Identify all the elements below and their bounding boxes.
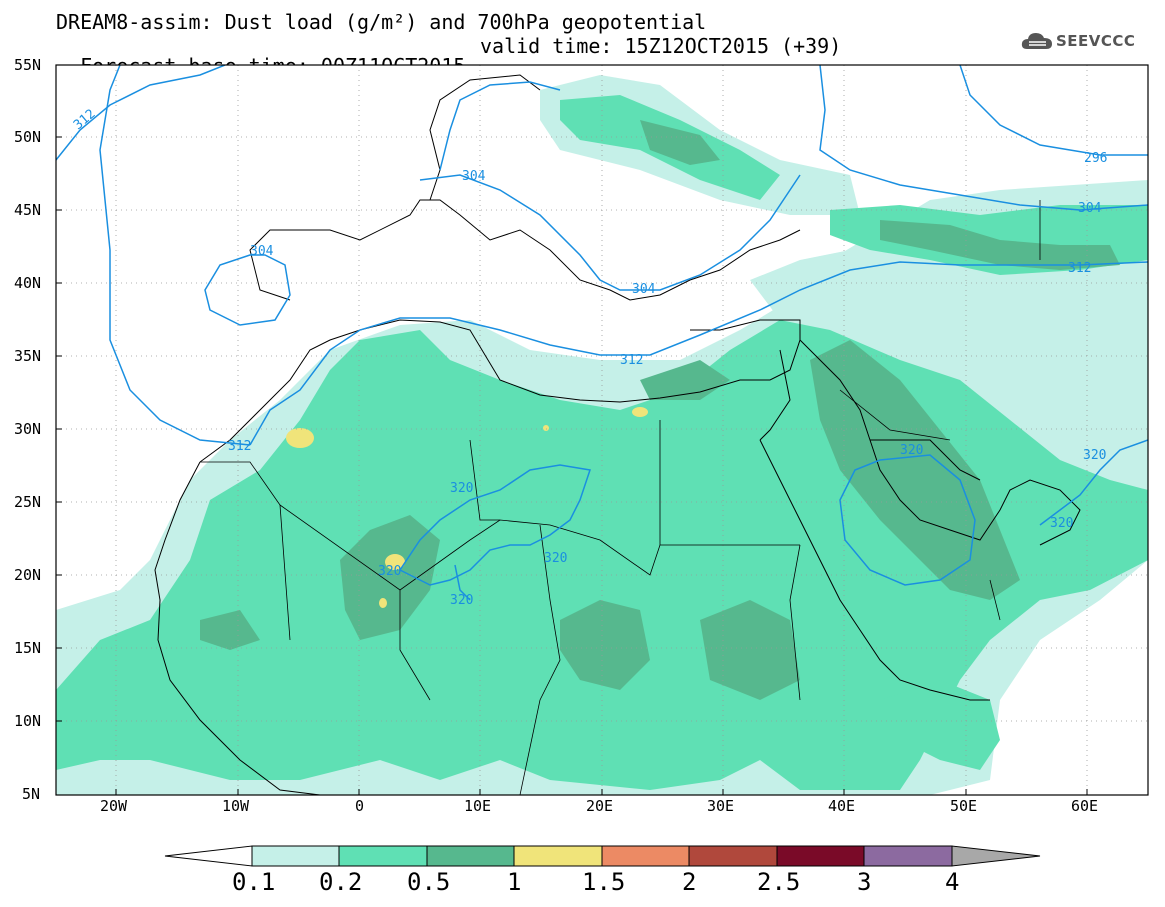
colorbar-segment (251, 845, 340, 867)
cloud-icon (1021, 33, 1052, 49)
colorbar-segment (776, 845, 865, 867)
contour-label: 320 (1083, 448, 1106, 463)
lat-label: 40N (14, 274, 42, 292)
lat-label: 15N (14, 639, 42, 657)
contour-label: 304 (462, 169, 486, 184)
lat-label: 30N (14, 420, 42, 438)
lon-label: 50E (950, 797, 978, 815)
colorbar (164, 845, 1041, 867)
lon-label: 30E (707, 797, 735, 815)
colorbar-segment (863, 845, 953, 867)
colorbar-label: 1 (507, 868, 522, 896)
lat-label: 20N (14, 566, 42, 584)
graticule (56, 65, 1148, 795)
lon-label: 60E (1071, 797, 1099, 815)
colorbar-segment (338, 845, 428, 867)
colorbar-label: 2.5 (757, 868, 801, 896)
colorbar-segment (426, 845, 515, 867)
contour-label: 304 (632, 282, 656, 297)
coastlines (154, 74, 1081, 795)
colorbar-label: 0.1 (232, 868, 276, 896)
lon-label: 20E (586, 797, 614, 815)
contour-label: 320 (450, 593, 473, 608)
lat-label: 50N (14, 128, 42, 146)
contour-label: 312 (1068, 261, 1091, 276)
contour-label: 320 (544, 551, 567, 566)
logo-text: SEEVCCC (1056, 32, 1136, 50)
lat-label: 55N (14, 56, 42, 74)
colorbar-over-arrow (951, 845, 1041, 867)
colorbar-label: 3 (857, 868, 872, 896)
colorbar-segment (601, 845, 690, 867)
contour-label: 304 (250, 244, 274, 259)
contour-label: 312 (620, 353, 643, 368)
dust-level-0.5 (200, 120, 1120, 700)
colorbar-segment (513, 845, 603, 867)
map-title: DREAM8-assim: Dust load (g/m²) and 700hP… (56, 10, 707, 34)
colorbar-label: 2 (682, 868, 697, 896)
lat-label: 25N (14, 493, 42, 511)
lon-label: 10E (464, 797, 492, 815)
colorbar-label: 4 (945, 868, 960, 896)
colorbar-under-arrow (164, 845, 253, 867)
contour-label: 320 (900, 443, 923, 458)
colorbar-label: 0.5 (407, 868, 451, 896)
dust-level-1 (286, 407, 648, 608)
lon-label: 10W (222, 797, 250, 815)
contour-label: 312 (228, 439, 251, 454)
contour-label: 320 (450, 481, 473, 496)
valid-time: valid time: 15Z12OCT2015 (+39) (480, 34, 842, 58)
contour-label: 320 (1050, 516, 1073, 531)
contour-label: 304 (1078, 201, 1102, 216)
contour-label: 320 (378, 564, 401, 579)
lon-label: 20W (100, 797, 128, 815)
colorbar-label: 1.5 (582, 868, 626, 896)
geopotential-contours (56, 65, 1148, 601)
country-borders (200, 200, 1041, 795)
lat-label: 45N (14, 201, 42, 219)
seevccc-logo: SEEVCCC (1020, 30, 1135, 52)
lon-label: 40E (828, 797, 856, 815)
lon-label: 0 (355, 797, 365, 815)
lat-label: 10N (14, 712, 42, 730)
axis-ticks (56, 64, 1088, 795)
lat-label: 35N (14, 347, 42, 365)
colorbar-segment (688, 845, 778, 867)
lat-label: 5N (22, 785, 41, 803)
contour-label: 296 (1084, 151, 1107, 166)
colorbar-label: 0.2 (319, 868, 363, 896)
map-area: 312 304 304 304 304 312 312 312 296 320 … (56, 65, 1148, 795)
